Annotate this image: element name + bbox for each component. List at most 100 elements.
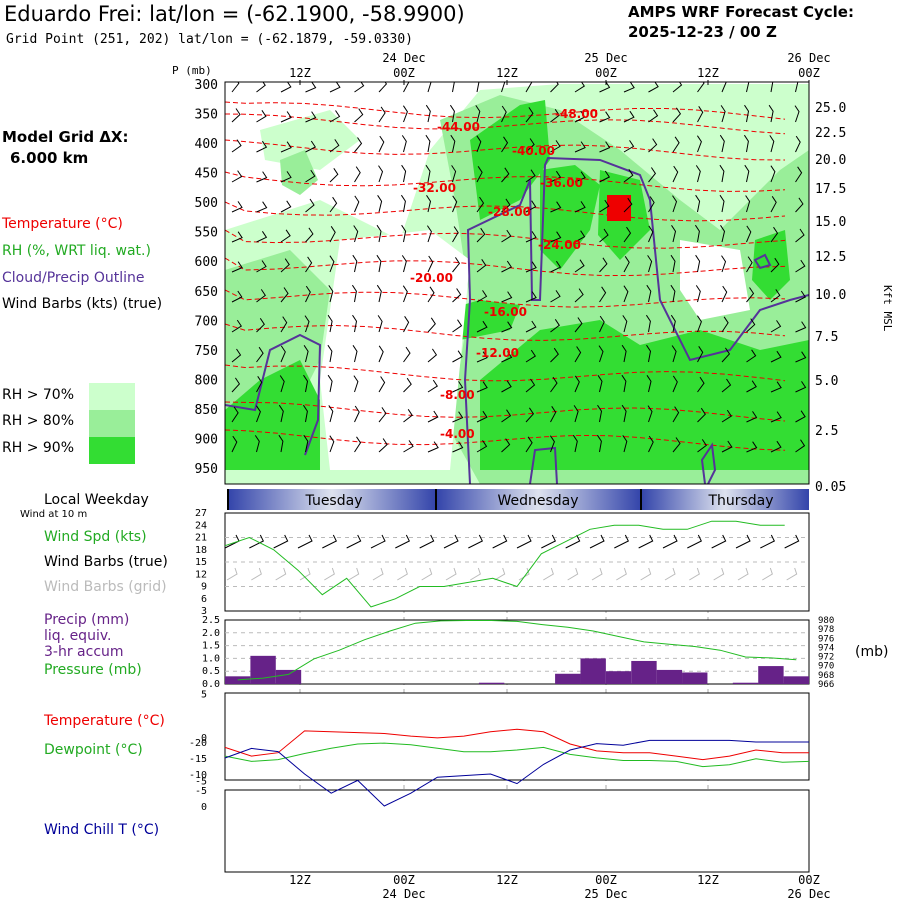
wind-barb-grid <box>591 567 603 581</box>
top-date-label: 24 Dec <box>382 51 425 65</box>
wind-barb <box>305 227 314 243</box>
wind-barb <box>305 198 315 213</box>
wind-barb <box>721 316 729 333</box>
wind-barb <box>400 194 406 213</box>
kft-axis: 25.0 22.5 20.0 17.5 15.0 12.5 10.0 7.5 5.0 2.5 0.0… <box>815 101 846 495</box>
wind-barb <box>746 411 758 423</box>
wind-barb <box>501 438 511 453</box>
wind-barb <box>598 345 604 363</box>
wind-barb <box>452 411 464 423</box>
wind-barb <box>647 255 653 273</box>
pressure-tick-label: 950 <box>195 462 218 477</box>
wind-barb <box>501 167 510 183</box>
wind-barb <box>425 134 431 153</box>
wind-barb <box>770 411 782 423</box>
wind-barb <box>746 380 757 393</box>
wind-barb <box>501 291 513 303</box>
isotherm-label: -20.00 <box>410 271 453 285</box>
wind-barb-grid <box>494 567 506 581</box>
isotherm <box>225 429 786 451</box>
wind-barb <box>670 284 676 303</box>
legend-rh: RH (%, WRT liq. wat.) <box>2 243 151 259</box>
wind-barb <box>746 225 752 243</box>
precip-tick-label: 1.0 <box>202 653 220 664</box>
wind-barb <box>403 440 414 453</box>
wind-barb-grid <box>275 567 287 581</box>
wind-barb <box>622 435 628 453</box>
kft-tick-label: 25.0 <box>815 101 846 116</box>
wind-barb-true <box>395 534 411 549</box>
wind-barb <box>231 108 241 123</box>
legend-wind-barbs-true: Wind Barbs (true) <box>44 554 168 570</box>
wind-barb <box>401 224 407 243</box>
precip-tick-label: 1.5 <box>202 641 220 652</box>
wind-barb <box>550 406 557 423</box>
wind-barb <box>746 349 757 363</box>
wind-barb <box>648 167 657 183</box>
wind-barb-true <box>297 534 313 549</box>
page-title: Eduardo Frei: lat/lon = (-62.1900, -58.9… <box>4 2 465 26</box>
wind-barb <box>452 195 458 213</box>
wind-barb <box>696 135 702 153</box>
wind-barb <box>303 374 309 393</box>
wind-barb <box>427 441 439 453</box>
wind-barb-grid <box>445 567 457 581</box>
legend-precip: Precip (mm) <box>44 612 130 628</box>
wind-barb <box>719 134 725 153</box>
wind-barb <box>525 261 537 273</box>
isotherm-label: -12.00 <box>476 346 519 360</box>
wind-barb <box>599 228 609 243</box>
forecast-cycle: AMPS WRF Forecast Cycle: 2025-12-23 / 00… <box>628 2 854 42</box>
wind-barb <box>427 255 434 273</box>
wind-barb <box>599 82 611 93</box>
pressure-tick-label: 400 <box>195 137 218 152</box>
wind-barb <box>476 410 488 423</box>
legend-wind-spd: Wind Spd (kts) <box>44 529 147 545</box>
wind-barb <box>647 405 653 423</box>
pressure-tick-label: 976 <box>818 634 834 644</box>
legend-pressure: Pressure (mb) <box>44 662 142 678</box>
wind-barb <box>746 287 755 303</box>
wind-tick-label: 18 <box>195 545 207 556</box>
wind-barb <box>597 404 603 423</box>
wind-barb <box>721 440 733 453</box>
wind-barb <box>231 377 241 393</box>
wind-barb-true <box>443 534 459 549</box>
top-tick-label: 00Z <box>393 66 415 80</box>
wind-barb <box>525 107 534 123</box>
wind-barb <box>646 284 652 303</box>
wind-barb <box>672 437 681 453</box>
wind-barb <box>623 256 630 273</box>
wind-barb <box>256 346 264 363</box>
wind-barb <box>305 285 311 303</box>
legend-temperature: Temperature (°C) <box>2 216 123 232</box>
wind-barb <box>475 105 481 123</box>
wind-barb <box>256 289 266 303</box>
top-tick-label: 00Z <box>595 66 617 80</box>
temp-tick-label: 5 <box>201 690 207 701</box>
wind-barb-grid <box>713 567 725 581</box>
wind-barb <box>231 290 243 303</box>
wind-barb-grid <box>543 567 554 581</box>
wind-barb <box>279 375 285 393</box>
wind-barb <box>746 256 753 273</box>
grid-point-label: Grid Point (251, 202) lat/lon = (-62.187… <box>6 32 413 47</box>
wind-barb <box>254 435 260 453</box>
top-tick-label: 12Z <box>289 66 311 80</box>
wind-barb <box>256 171 268 183</box>
wind-barb <box>574 141 586 153</box>
wind-barb-grid <box>786 567 798 581</box>
wind-barb <box>401 164 407 183</box>
top-tick-label: 12Z <box>496 66 518 80</box>
legend-rh80: RH > 80% <box>2 413 75 429</box>
weekday-bar: Tuesday Wednesday Thursday <box>227 489 809 510</box>
isotherm-label: -44.00 <box>437 120 480 134</box>
wind-barb <box>525 169 536 183</box>
wind-barb <box>623 110 635 123</box>
wind-barb <box>672 406 680 423</box>
legend-cloud: Cloud/Precip Outline <box>2 270 145 286</box>
wind-barb <box>672 375 678 393</box>
wind-barb <box>231 319 242 333</box>
wind-barb-grid <box>372 567 384 581</box>
wind-barb <box>550 140 561 153</box>
